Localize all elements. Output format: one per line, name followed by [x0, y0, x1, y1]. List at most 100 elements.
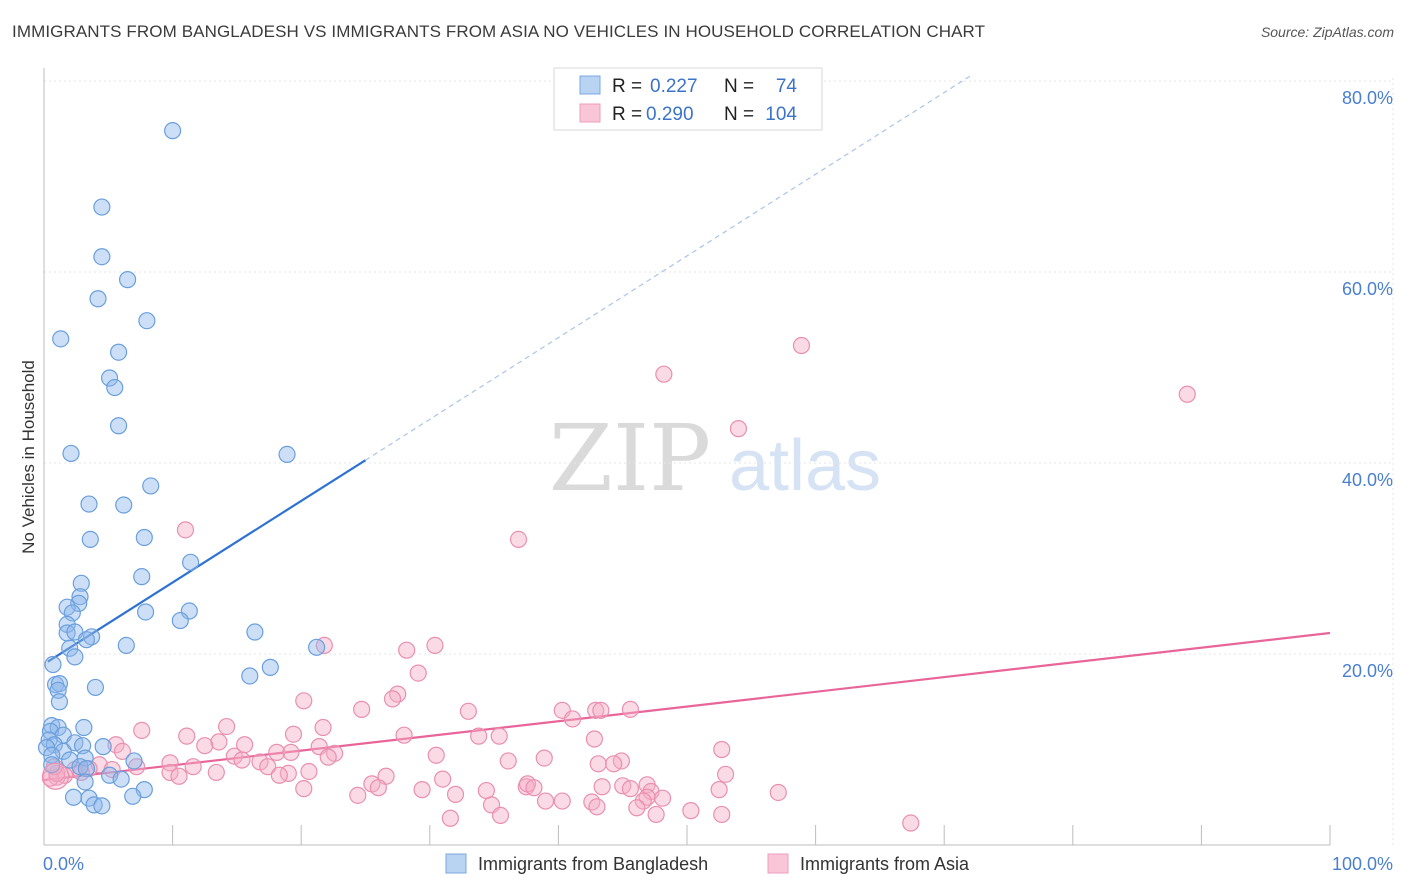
point-bangladesh-14: [80, 495, 98, 513]
point-bangladesh-25: [136, 603, 155, 621]
y-tick-label-40: 40.0%: [1342, 470, 1393, 490]
point-bangladesh-17: [135, 528, 153, 547]
point-bangladesh-73: [93, 797, 111, 815]
point-bangladesh-9: [106, 378, 124, 397]
y-tick-label-20: 20.0%: [1342, 661, 1393, 681]
point-bangladesh-11: [62, 444, 80, 463]
point-asia-91: [588, 798, 606, 816]
point-bangladesh-15: [115, 496, 133, 514]
point-asia-44: [589, 755, 607, 773]
legend-swatch-asia: [579, 103, 601, 123]
point-bangladesh-33: [77, 631, 96, 649]
point-bangladesh-64: [77, 759, 96, 778]
point-bangladesh-6: [52, 330, 70, 348]
chart-title: IMMIGRANTS FROM BANGLADESH VS IMMIGRANTS…: [12, 22, 986, 41]
point-asia-13: [353, 700, 371, 718]
point-asia-36: [282, 743, 300, 761]
point-bangladesh-13: [142, 477, 160, 495]
point-asia-2: [655, 365, 673, 383]
watermark-atlas: atlas: [729, 426, 881, 506]
point-asia-70: [413, 781, 431, 799]
point-asia-0: [792, 336, 811, 355]
point-bangladesh-44: [86, 678, 105, 697]
legend-r-label-bangladesh: R =: [612, 76, 642, 97]
trend-line-asia: [43, 631, 1331, 782]
point-asia-49: [161, 754, 179, 772]
point-asia-84: [653, 789, 672, 807]
point-asia-34: [113, 742, 132, 761]
point-asia-38: [427, 746, 445, 764]
grid: [44, 78, 1394, 845]
point-bangladesh-1: [93, 198, 111, 216]
point-asia-74: [525, 779, 543, 797]
point-asia-71: [477, 781, 495, 800]
point-asia-22: [133, 721, 151, 740]
point-asia-7: [398, 641, 416, 659]
point-asia-32: [107, 736, 125, 754]
point-asia-5: [176, 521, 195, 539]
point-asia-41: [535, 749, 553, 767]
point-bangladesh-20: [72, 574, 90, 592]
bottom-legend-swatch-bangladesh: [445, 853, 467, 874]
point-asia-23: [284, 725, 303, 743]
trend-line-bangladesh-extension: [365, 75, 971, 461]
bottom-legend-label-asia: Immigrants from Asia: [800, 854, 970, 874]
point-asia-97: [553, 792, 571, 810]
point-asia-11: [383, 690, 402, 708]
point-bangladesh-2: [93, 248, 111, 266]
series-legend: Immigrants from Bangladesh Immigrants fr…: [445, 853, 970, 874]
legend-n-label-asia: N =: [724, 104, 754, 125]
trend-lines: [43, 75, 1331, 782]
y-tick-label-60: 60.0%: [1342, 279, 1393, 299]
point-bangladesh-61: [125, 752, 143, 770]
point-asia-78: [621, 780, 640, 798]
point-bangladesh-12: [278, 445, 296, 464]
axes: [43, 68, 1331, 846]
point-asia-3: [729, 420, 748, 438]
correlation-legend: R = 0.227 N = 74 R = 0.290 N = 104: [553, 67, 823, 131]
point-asia-46: [713, 740, 731, 759]
point-asia-4: [509, 530, 528, 549]
point-asia-64: [170, 767, 188, 785]
point-bangladesh-7: [109, 343, 128, 361]
point-asia-67: [434, 770, 452, 788]
bottom-legend-swatch-asia: [767, 853, 789, 874]
point-asia-47: [233, 751, 251, 769]
point-asia-18: [621, 700, 640, 718]
point-asia-19: [563, 710, 582, 728]
point-asia-94: [713, 805, 731, 824]
point-asia-93: [682, 802, 700, 820]
point-asia-29: [210, 733, 228, 751]
point-bangladesh-48: [75, 718, 93, 737]
point-bangladesh-45: [50, 693, 69, 711]
point-bangladesh-0: [164, 122, 182, 140]
point-asia-24: [395, 726, 413, 744]
point-asia-82: [769, 783, 787, 802]
x-tick-label-min: 0.0%: [43, 854, 84, 874]
y-axis-title: No Vehicles in Household: [19, 360, 38, 554]
point-bangladesh-21: [71, 588, 89, 606]
point-bangladesh-63: [71, 758, 89, 776]
legend-r-label-asia: R =: [612, 104, 642, 125]
point-asia-16: [587, 701, 605, 719]
watermark-zip: ZIP: [549, 405, 711, 512]
point-bangladesh-3: [118, 271, 137, 289]
point-bangladesh-55: [94, 738, 112, 756]
point-bangladesh-4: [89, 290, 107, 308]
chart-source: Source: ZipAtlas.com: [1260, 24, 1394, 40]
y-tick-label-80: 80.0%: [1342, 88, 1393, 108]
legend-n-value-asia: 104: [765, 104, 797, 125]
point-bangladesh-16: [81, 530, 99, 549]
point-bangladesh-31: [246, 623, 264, 641]
legend-n-label-bangladesh: N =: [724, 76, 754, 97]
point-bangladesh-70: [64, 788, 83, 806]
point-asia-80: [716, 765, 735, 783]
point-asia-50: [184, 758, 202, 776]
point-bangladesh-35: [61, 639, 79, 657]
point-bangladesh-19: [133, 568, 151, 586]
point-bangladesh-39: [261, 658, 279, 676]
point-bangladesh-32: [82, 628, 101, 646]
point-asia-40: [319, 748, 337, 766]
point-asia-27: [490, 727, 508, 745]
